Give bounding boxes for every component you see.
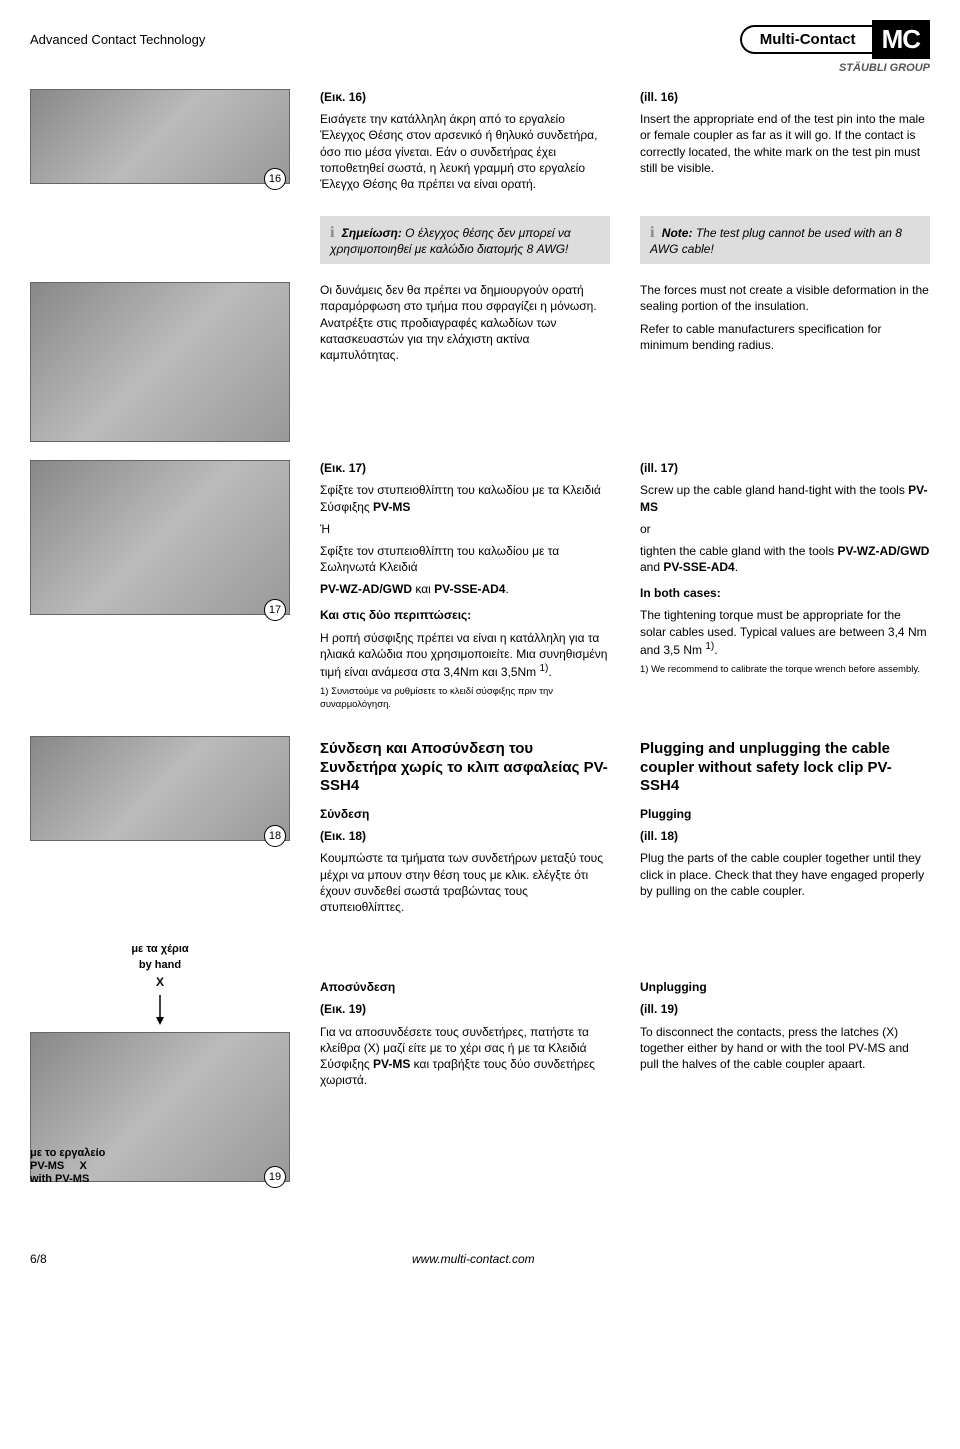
fig17-gr-or: Ή	[320, 521, 610, 537]
row-section-title: 18 Σύνδεση και Αποσύνδεση του Συνδετήρα …	[30, 736, 930, 921]
fig17-number: 17	[264, 599, 286, 621]
fig16-en-body: Insert the appropriate end of the test p…	[640, 111, 930, 176]
forces-gr-body: Οι δυνάμεις δεν θα πρέπει να δημιουργούν…	[320, 282, 610, 363]
fig19-image-col: με τα χέρια by hand X 19 με το εργαλείο …	[30, 939, 290, 1182]
row-fig16: 16 (Εικ. 16) Εισάγετε την κατάλληλη άκρη…	[30, 89, 930, 198]
fig18-en-body: Plug the parts of the cable coupler toge…	[640, 850, 930, 899]
fig19-en-t: Unplugging	[640, 980, 707, 994]
fig17-gr-both: Η ροπή σύσφιξης πρέπει να είναι η κατάλλ…	[320, 630, 610, 681]
info-icon: i	[650, 224, 654, 241]
row-forces: Οι δυνάμεις δεν θα πρέπει να δημιουργούν…	[30, 282, 930, 442]
fig19-english: Unplugging (ill. 19) To disconnect the c…	[640, 939, 930, 1078]
fig18-image-col: 18	[30, 736, 290, 841]
fig17-en-l1: Screw up the cable gland hand-tight with…	[640, 482, 930, 514]
fig17-en-both-t: In both cases:	[640, 586, 721, 600]
fig17-image-col: 17	[30, 460, 290, 615]
fig17-greek: (Εικ. 17) Σφίξτε τον στυπειοθλίπτη του κ…	[320, 460, 610, 718]
note-en-title: Note:	[662, 226, 693, 240]
tool-image-col	[30, 282, 290, 442]
fig17-en-title: (ill. 17)	[640, 461, 678, 475]
note-gr-title: Σημείωση:	[342, 226, 402, 240]
fig17-gr-foot: 1) Συνιστούμε να ρυθμίσετε το κλειδί σύσ…	[320, 686, 610, 712]
note-greek: i Σημείωση: Ο έλεγχος θέσης δεν μπορεί ν…	[320, 216, 610, 264]
fig17-gr-l2: Σφίξτε τον στυπειοθλίπτη του καλωδίου με…	[320, 543, 610, 575]
fig16-image-col: 16	[30, 89, 290, 184]
fig16-en-title: (ill. 16)	[640, 90, 678, 104]
fig19-en-ref: (ill. 19)	[640, 1002, 678, 1016]
forces-en-body1: The forces must not create a visible def…	[640, 282, 930, 314]
forces-english: The forces must not create a visible def…	[640, 282, 930, 359]
brand-logo: MC	[872, 20, 930, 59]
byhand-label-gr: με τα χέρια	[30, 943, 290, 955]
fig17-en-or: or	[640, 521, 930, 537]
staubli-group-text: STÄUBLI GROUP	[839, 62, 930, 74]
fig17-en-l2: tighten the cable gland with the tools P…	[640, 543, 930, 575]
note-box-gr: i Σημείωση: Ο έλεγχος θέσης δεν μπορεί ν…	[320, 216, 610, 264]
row-fig19: με τα χέρια by hand X 19 με το εργαλείο …	[30, 939, 930, 1182]
footer-url: www.multi-contact.com	[412, 1252, 535, 1266]
fig18-en-ref: (ill. 18)	[640, 829, 678, 843]
row-fig17: 17 (Εικ. 17) Σφίξτε τον στυπειοθλίπτη το…	[30, 460, 930, 718]
fig17-gr-l1: Σφίξτε τον στυπειοθλίπτη του καλωδίου με…	[320, 482, 610, 514]
page-footer: 6/8 www.multi-contact.com	[30, 1242, 930, 1266]
section-en-title: Plugging and unplugging the cable couple…	[640, 740, 930, 796]
info-icon: i	[330, 224, 334, 241]
fig19-gr-t: Αποσύνδεση	[320, 980, 395, 994]
note-english: i Note: The test plug cannot be used wit…	[640, 216, 930, 264]
fig17-gr-both-t: Και στις δύο περιπτώσεις:	[320, 608, 471, 622]
fig16-image	[30, 89, 290, 184]
fig19-en-body: To disconnect the contacts, press the la…	[640, 1024, 930, 1073]
fig18-gr-t: Σύνδεση	[320, 807, 369, 821]
fig17-en-both: The tightening torque must be appropriat…	[640, 607, 930, 658]
forces-en-body2: Refer to cable manufacturers specificati…	[640, 321, 930, 353]
fig16-number: 16	[264, 168, 286, 190]
header-brand-block: Multi-Contact MC	[740, 20, 930, 59]
fig19-gr-body: Για να αποσυνδέσετε τους συνδετήρες, πατ…	[320, 1024, 610, 1089]
fig17-en-foot: 1) We recommend to calibrate the torque …	[640, 664, 930, 677]
fig17-image	[30, 460, 290, 615]
section-greek: Σύνδεση και Αποσύνδεση του Συνδετήρα χωρ…	[320, 736, 610, 921]
fig17-gr-title: (Εικ. 17)	[320, 461, 366, 475]
fig18-gr-ref: (Εικ. 18)	[320, 829, 366, 843]
header-left-text: Advanced Contact Technology	[30, 32, 205, 47]
x-marker-top: X	[30, 975, 290, 989]
fig17-gr-l3: PV-WZ-AD/GWD και PV-SSE-AD4.	[320, 581, 610, 597]
fig17-english: (ill. 17) Screw up the cable gland hand-…	[640, 460, 930, 683]
fig18-image	[30, 736, 290, 841]
page-number: 6/8	[30, 1252, 47, 1266]
fig16-gr-body: Εισάγετε την κατάλληλη άκρη από το εργαλ…	[320, 111, 610, 192]
forces-greek: Οι δυνάμεις δεν θα πρέπει να δημιουργούν…	[320, 282, 610, 369]
fig19-gr-ref: (Εικ. 19)	[320, 1002, 366, 1016]
fig16-english: (ill. 16) Insert the appropriate end of …	[640, 89, 930, 182]
brand-label: Multi-Contact	[740, 25, 872, 54]
section-english: Plugging and unplugging the cable couple…	[640, 736, 930, 905]
page-header: Advanced Contact Technology Multi-Contac…	[30, 20, 930, 59]
fig16-gr-title: (Εικ. 16)	[320, 90, 366, 104]
fig16-greek: (Εικ. 16) Εισάγετε την κατάλληλη άκρη απ…	[320, 89, 610, 198]
fig19-tool-label: με το εργαλείο PV-MS X with PV-MS	[30, 1147, 105, 1187]
fig18-number: 18	[264, 825, 286, 847]
section-gr-title: Σύνδεση και Αποσύνδεση του Συνδετήρα χωρ…	[320, 740, 610, 796]
arrow-down-icon	[155, 995, 165, 1025]
note-box-en: i Note: The test plug cannot be used wit…	[640, 216, 930, 264]
fig18-en-t: Plugging	[640, 807, 691, 821]
fig19-greek: Αποσύνδεση (Εικ. 19) Για να αποσυνδέσετε…	[320, 939, 610, 1094]
fig18-gr-body: Κουμπώστε τα τμήματα των συνδετήρων μετα…	[320, 850, 610, 915]
pliers-image	[30, 282, 290, 442]
fig19-number: 19	[264, 1166, 286, 1188]
row-note: i Σημείωση: Ο έλεγχος θέσης δεν μπορεί ν…	[30, 216, 930, 264]
byhand-label-en: by hand	[30, 959, 290, 971]
